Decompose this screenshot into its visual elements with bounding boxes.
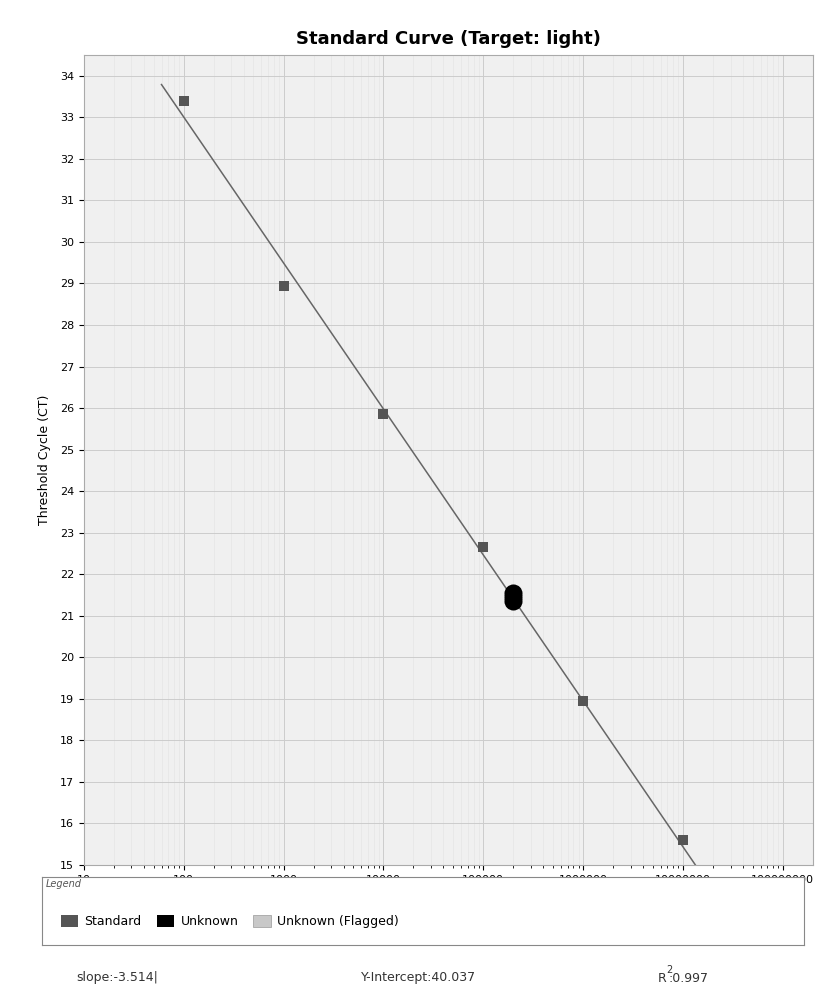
Text: 20: 20 <box>107 880 120 890</box>
Point <box>577 693 590 709</box>
Point <box>277 278 290 294</box>
X-axis label: Quantity (Copies): Quantity (Copies) <box>394 893 503 906</box>
Text: R: R <box>658 972 666 984</box>
Point <box>507 585 520 601</box>
Point <box>376 406 390 422</box>
Text: Y-Intercept:40.037: Y-Intercept:40.037 <box>361 972 477 984</box>
Point <box>507 589 520 605</box>
Legend: Standard, Unknown, Unknown (Flagged): Standard, Unknown, Unknown (Flagged) <box>56 910 404 933</box>
Text: 30: 30 <box>126 880 137 890</box>
Title: Standard Curve (Target: light): Standard Curve (Target: light) <box>296 30 601 48</box>
Point <box>507 593 520 609</box>
Point <box>676 832 690 848</box>
Point <box>177 93 190 109</box>
Text: Legend: Legend <box>46 879 82 889</box>
Text: 2: 2 <box>666 965 672 975</box>
Text: 200: 200 <box>204 880 223 890</box>
Y-axis label: Threshold Cycle (CT): Threshold Cycle (CT) <box>39 395 51 525</box>
Text: slope:-3.514|: slope:-3.514| <box>76 972 158 984</box>
Point <box>477 539 490 555</box>
Text: :0.997: :0.997 <box>669 972 709 984</box>
